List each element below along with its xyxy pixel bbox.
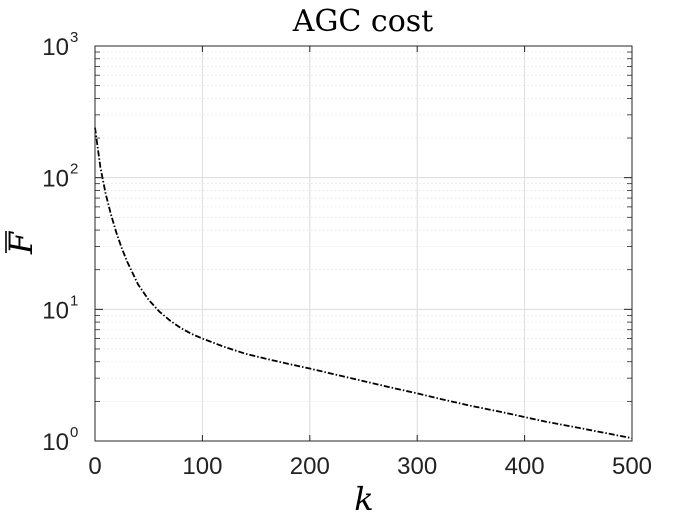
- minor-grid: [95, 51, 632, 402]
- x-tick-label: 300: [397, 453, 437, 480]
- tick-marks: [94, 45, 633, 442]
- x-tick-label: 500: [612, 453, 652, 480]
- x-tick-label: 400: [505, 453, 545, 480]
- y-tick-label-exponent: 3: [70, 29, 78, 46]
- y-tick-label: 10: [42, 166, 69, 193]
- x-axis-label: k: [354, 480, 373, 518]
- x-tick-labels: 0 100 200 300 400 500: [88, 453, 652, 480]
- y-tick-label-exponent: 2: [70, 161, 78, 178]
- y-tick-label: 10: [42, 297, 69, 324]
- series-layer: [94, 127, 633, 440]
- x-tick-label: 200: [290, 453, 330, 480]
- y-tick-label-exponent: 0: [70, 424, 78, 441]
- plot-frame: [94, 45, 633, 442]
- y-tick-label-exponent: 1: [70, 292, 78, 309]
- x-tick-label: 100: [182, 453, 222, 480]
- plot-area: [95, 46, 632, 441]
- x-tick-label: 0: [88, 453, 101, 480]
- y-tick-label: 10: [42, 34, 69, 61]
- y-tick-label: 10: [42, 429, 69, 456]
- chart-title: AGC cost: [292, 4, 433, 39]
- y-axis-label: F: [2, 230, 40, 255]
- series-line: [94, 127, 633, 440]
- y-axis-label-group: F: [2, 230, 40, 255]
